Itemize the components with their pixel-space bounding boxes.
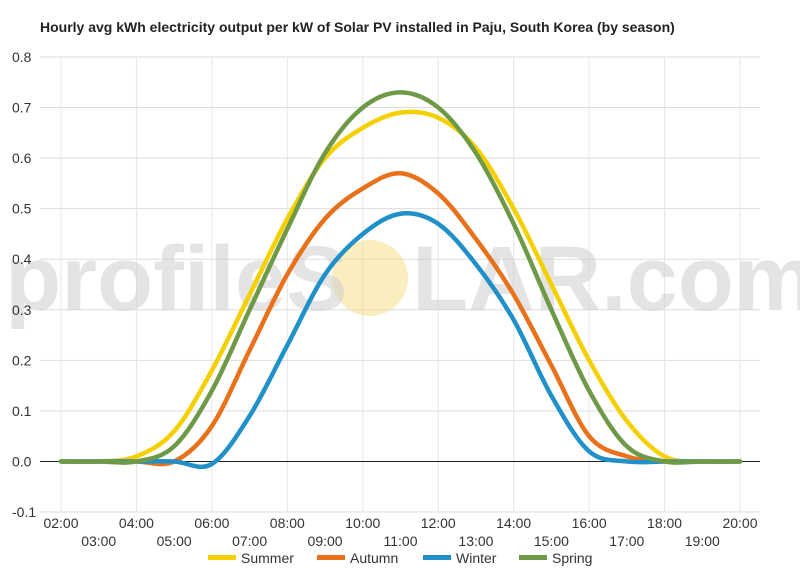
x-tick-label: 20:00 bbox=[722, 515, 757, 531]
x-tick-label: 09:00 bbox=[308, 533, 343, 549]
x-tick-label: 13:00 bbox=[458, 533, 493, 549]
y-tick-label: 0.7 bbox=[12, 100, 32, 116]
x-tick-label: 04:00 bbox=[119, 515, 154, 531]
series-lines bbox=[58, 90, 743, 470]
legend-swatch-winter bbox=[423, 555, 451, 560]
axes: -0.1 0.0 0.1 0.2 0.3 0.4 0.5 0.6 0.7 0.8 02:0003:0… bbox=[12, 49, 760, 549]
y-tick-label: 0.8 bbox=[12, 49, 32, 65]
y-tick-label: 0.1 bbox=[12, 403, 32, 419]
watermark-text-right: LAR.com bbox=[412, 228, 800, 330]
x-tick-label: 15:00 bbox=[534, 533, 569, 549]
watermark: profileS LAR.com bbox=[5, 228, 800, 330]
series-line-winter bbox=[58, 211, 743, 470]
x-tick-label: 10:00 bbox=[345, 515, 380, 531]
legend-swatch-summer bbox=[208, 555, 236, 560]
legend-swatch-spring bbox=[519, 555, 547, 560]
legend-label-summer: Summer bbox=[241, 550, 294, 566]
legend-label-winter: Winter bbox=[456, 550, 497, 566]
y-tick-label: 0.0 bbox=[12, 453, 32, 469]
x-tick-label: 17:00 bbox=[609, 533, 644, 549]
x-tick-label: 02:00 bbox=[43, 515, 78, 531]
x-tick-label: 14:00 bbox=[496, 515, 531, 531]
x-tick-label: 03:00 bbox=[81, 533, 116, 549]
y-tick-label: 0.5 bbox=[12, 201, 32, 217]
y-tick-label: 0.2 bbox=[12, 352, 32, 368]
legend: Summer Autumn Winter Spring bbox=[208, 550, 592, 566]
y-tick-label: 0.6 bbox=[12, 150, 32, 166]
x-tick-label: 16:00 bbox=[572, 515, 607, 531]
x-tick-label: 18:00 bbox=[647, 515, 682, 531]
legend-label-autumn: Autumn bbox=[350, 550, 398, 566]
y-tick-label: -0.1 bbox=[12, 504, 36, 520]
x-tick-label: 12:00 bbox=[421, 515, 456, 531]
legend-label-spring: Spring bbox=[552, 550, 592, 566]
x-tick-label: 07:00 bbox=[232, 533, 267, 549]
x-tick-label: 08:00 bbox=[270, 515, 305, 531]
legend-swatch-autumn bbox=[317, 555, 345, 560]
y-tick-label: 0.4 bbox=[12, 251, 32, 267]
x-tick-label: 11:00 bbox=[384, 533, 418, 549]
y-tick-label: 0.3 bbox=[12, 302, 32, 318]
series-line-spring bbox=[58, 90, 743, 465]
watermark-sun-icon bbox=[332, 240, 408, 316]
series-line-summer bbox=[58, 109, 743, 465]
x-tick-label: 19:00 bbox=[685, 533, 720, 549]
chart-title: Hourly avg kWh electricity output per kW… bbox=[40, 19, 675, 35]
x-tick-label: 05:00 bbox=[157, 533, 192, 549]
watermark-text-left: profileS bbox=[5, 228, 347, 330]
gridlines bbox=[40, 56, 760, 513]
x-tick-label: 06:00 bbox=[194, 515, 229, 531]
